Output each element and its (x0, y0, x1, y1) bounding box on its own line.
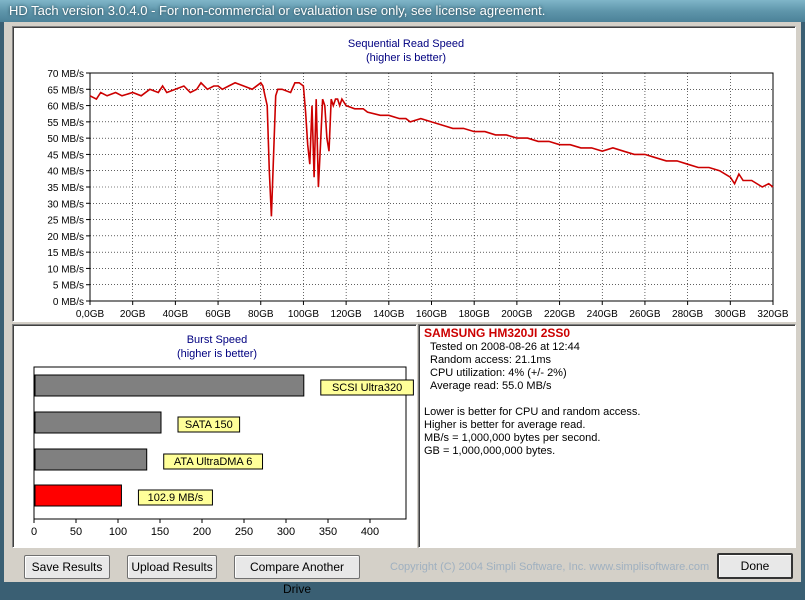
burst-bars: SCSI Ultra320 SATA 150 ATA UltraDMA 6 102.9… (34, 374, 414, 507)
seq-x-tick-label: 260GB (629, 309, 660, 320)
seq-x-tick-label: 20GB (120, 309, 146, 320)
seq-y-tick-label: 0 MB/s (53, 297, 84, 308)
seq-y-tick-label: 50 MB/s (47, 134, 84, 145)
seq-x-tick-label: 80GB (248, 309, 274, 320)
seq-x-tick-label: 320GB (757, 309, 788, 320)
seq-y-tick-label: 35 MB/s (47, 183, 84, 194)
burst-bar (34, 484, 122, 507)
app-window: Sequential Read Speed (higher is better)… (4, 22, 801, 596)
burst-bar (34, 411, 162, 434)
burst-x-tick-label: 0 (31, 526, 37, 538)
seq-y-tick-label: 20 MB/s (47, 232, 84, 243)
seq-y-tick-label: 40 MB/s (47, 167, 84, 178)
burst-bar-label: 102.9 MB/s (148, 492, 204, 504)
seq-y-axis: 0 MB/s 5 MB/s 10 MB/s 15 MB/s 20 MB/s 25 MB/s… (47, 69, 90, 308)
note-mbs: MB/s = 1,000,000 bytes per second. (424, 432, 601, 444)
seq-x-axis: 0,0GB 20GB 40GB 60GB 80GB 100GB 120GB 140GB 160G… (76, 301, 789, 320)
burst-x-tick-label: 250 (235, 526, 253, 538)
done-button[interactable]: Done (717, 553, 793, 579)
burst-x-tick-label: 400 (361, 526, 379, 538)
note-lower: Lower is better for CPU and random acces… (424, 406, 641, 418)
seq-x-tick-label: 160GB (416, 309, 447, 320)
seq-x-tick-label: 120GB (331, 309, 362, 320)
seq-x-tick-label: 200GB (501, 309, 532, 320)
seq-y-tick-label: 45 MB/s (47, 150, 84, 161)
seq-chart-title: Sequential Read Speed (348, 38, 464, 50)
note-higher: Higher is better for average read. (424, 419, 586, 431)
average-read: Average read: 55.0 MB/s (430, 380, 552, 392)
seq-chart-subtitle: (higher is better) (366, 52, 446, 64)
seq-y-tick-label: 15 MB/s (47, 248, 84, 259)
seq-x-tick-label: 0,0GB (76, 309, 105, 320)
burst-chart-subtitle: (higher is better) (177, 348, 257, 360)
sequential-read-chart: Sequential Read Speed (higher is better)… (47, 38, 789, 320)
burst-speed-chart: Burst Speed (higher is better) SCSI Ultr… (31, 334, 414, 538)
burst-bar (34, 448, 148, 471)
compare-another-drive-button[interactable]: Compare Another Drive (234, 555, 360, 596)
seq-x-tick-label: 180GB (459, 309, 490, 320)
burst-bar-label-box (163, 453, 264, 470)
seq-gridlines (90, 73, 773, 301)
burst-x-tick-label: 150 (151, 526, 169, 538)
note-gb: GB = 1,000,000,000 bytes. (424, 445, 556, 457)
burst-x-tick-label: 50 (70, 526, 82, 538)
burst-bar-label: SATA 150 (185, 419, 233, 431)
random-access: Random access: 21.1ms (430, 354, 552, 366)
burst-x-tick-label: 300 (277, 526, 295, 538)
burst-x-tick-label: 350 (319, 526, 337, 538)
seq-y-tick-label: 5 MB/s (53, 281, 84, 292)
seq-x-tick-label: 140GB (373, 309, 404, 320)
window-title: HD Tach version 3.0.4.0 - For non-commer… (9, 3, 546, 18)
seq-y-tick-label: 60 MB/s (47, 102, 84, 113)
burst-bar-label-box (320, 379, 414, 396)
burst-bar-label: SCSI Ultra320 (332, 382, 402, 394)
burst-x-axis: 0 50 100 150 200 250 300 350 400 (31, 519, 379, 538)
burst-bar (34, 374, 305, 397)
burst-x-tick-label: 200 (193, 526, 211, 538)
cpu-utilization: CPU utilization: 4% (+/- 2%) (430, 367, 567, 379)
seq-x-tick-label: 100GB (288, 309, 319, 320)
seq-x-tick-label: 60GB (205, 309, 231, 320)
tested-date: Tested on 2008-08-26 at 12:44 (430, 341, 580, 353)
drive-info-panel: SAMSUNG HM320JI 2SS0 Tested on 2008-08-2… (418, 324, 796, 548)
upload-results-button[interactable]: Upload Results (127, 555, 217, 579)
save-results-button[interactable]: Save Results (24, 555, 110, 579)
drive-model: SAMSUNG HM320JI 2SS0 (424, 326, 571, 340)
seq-x-tick-label: 300GB (715, 309, 746, 320)
burst-chart-title: Burst Speed (187, 334, 248, 346)
sequential-read-panel: Sequential Read Speed (higher is better)… (12, 26, 796, 322)
seq-y-tick-label: 30 MB/s (47, 199, 84, 210)
copyright-text: Copyright (C) 2004 Simpli Software, Inc.… (390, 561, 710, 573)
seq-y-tick-label: 70 MB/s (47, 69, 84, 80)
seq-x-tick-label: 220GB (544, 309, 575, 320)
seq-y-tick-label: 10 MB/s (47, 264, 84, 275)
seq-y-tick-label: 65 MB/s (47, 85, 84, 96)
burst-bar-label-box (137, 489, 213, 506)
seq-series-line (89, 81, 774, 217)
seq-x-tick-label: 280GB (672, 309, 703, 320)
burst-speed-panel: Burst Speed (higher is better) SCSI Ultr… (12, 324, 417, 548)
burst-bar-label: ATA UltraDMA 6 (174, 456, 252, 468)
seq-y-tick-label: 55 MB/s (47, 118, 84, 129)
title-bar[interactable]: HD Tach version 3.0.4.0 - For non-commer… (0, 0, 805, 22)
burst-x-tick-label: 100 (109, 526, 127, 538)
seq-x-tick-label: 40GB (163, 309, 189, 320)
seq-x-tick-label: 240GB (587, 309, 618, 320)
seq-y-tick-label: 25 MB/s (47, 216, 84, 227)
burst-bar-label-box (177, 416, 241, 433)
